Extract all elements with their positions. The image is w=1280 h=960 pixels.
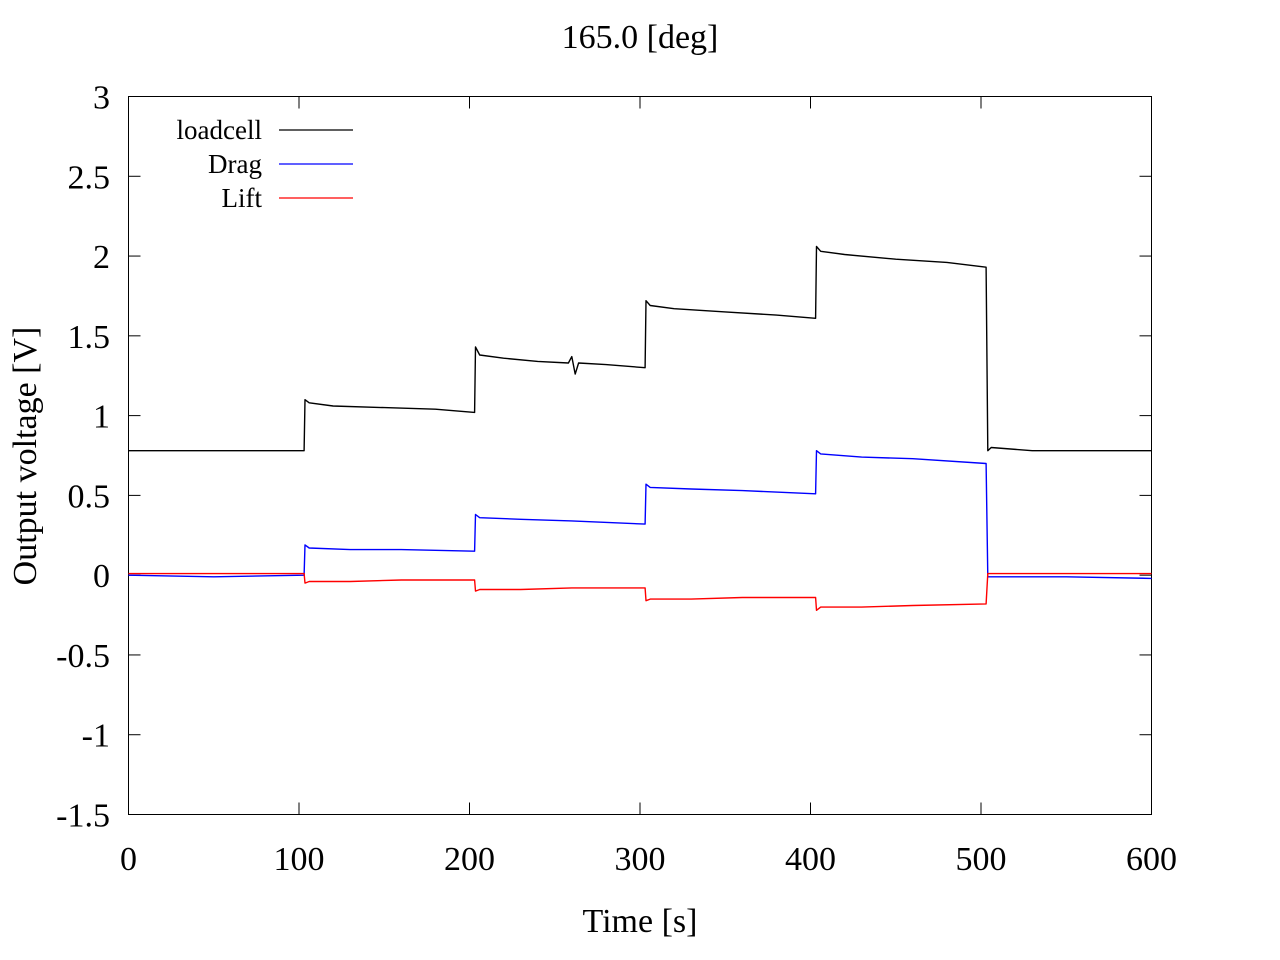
x-tick-label: 400	[785, 841, 836, 878]
chart-title: 165.0 [deg]	[562, 19, 719, 56]
y-tick-label: -1	[82, 718, 110, 755]
x-axis-label: Time [s]	[583, 903, 698, 940]
legend-label-lift: Lift	[222, 183, 263, 213]
x-tick-label: 300	[615, 841, 666, 878]
y-tick-label: 2.5	[68, 159, 111, 196]
y-tick-label: -0.5	[56, 638, 110, 675]
x-tick-label: 100	[274, 841, 325, 878]
series-line-loadcell	[128, 245, 1152, 452]
y-tick-label: 1.5	[68, 319, 111, 356]
x-tick-label: 600	[1126, 841, 1177, 878]
series-line-lift	[128, 572, 1152, 611]
x-tick-label: 200	[444, 841, 495, 878]
y-tick-label: -1.5	[56, 798, 110, 835]
legend-label-drag: Drag	[208, 149, 262, 179]
x-tick-label: 500	[956, 841, 1007, 878]
series-line-drag	[128, 450, 1152, 580]
plot-frame	[128, 96, 1152, 815]
y-tick-label: 0.5	[68, 478, 111, 515]
y-axis-label: Output voltage [V]	[7, 327, 44, 586]
y-tick-label: 1	[93, 399, 110, 436]
legend-label-loadcell: loadcell	[177, 115, 262, 145]
axis-ticks: 0 100 200 300 400 500 600 -1.5 -1 -0.5 0 0.5 1 1.5 2 2.…	[56, 80, 1177, 879]
x-tick-label: 0	[120, 841, 137, 878]
y-tick-label: 0	[93, 558, 110, 595]
y-tick-label: 3	[93, 80, 110, 117]
legend: loadcell Drag Lift	[177, 115, 353, 213]
y-tick-label: 2	[93, 239, 110, 276]
series-lines	[128, 245, 1152, 611]
